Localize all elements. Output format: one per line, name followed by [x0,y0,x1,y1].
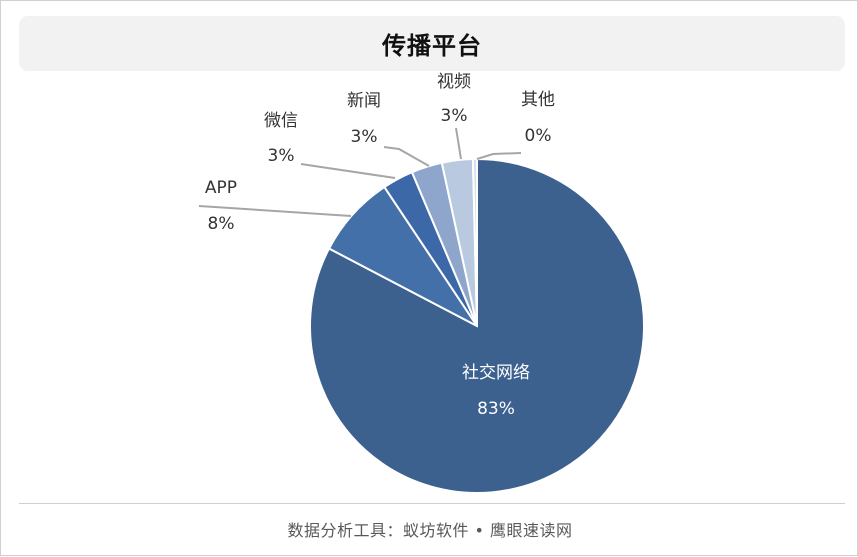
slice-label-name: 视频 [437,72,471,92]
title-bar: 传播平台 [19,16,845,71]
slice-label-name: 其他 [521,90,555,110]
leader-line [300,163,396,179]
slice-label-name: APP [205,178,237,198]
slice-label-value: 3% [441,106,468,126]
footer-divider [19,503,845,504]
slice-label-value: 83% [477,399,515,419]
footer-source: 数据分析工具：蚁坊软件 • 鹰眼速读网 [287,521,573,540]
slice-label-name: 微信 [264,111,298,131]
leader-line [383,146,430,167]
slice-label-value: 0% [525,126,552,146]
leader-line [198,205,352,217]
leader-line [476,152,522,160]
leader-line [455,127,462,160]
slice-label-value: 3% [268,146,295,166]
slice-label-value: 3% [351,127,378,147]
pie-slice-5 [471,157,478,327]
slice-label-name: 新闻 [347,91,381,111]
chart-title: 传播平台 [382,32,482,60]
slice-label-value: 8% [208,214,235,234]
slice-label-name: 社交网络 [462,363,530,383]
